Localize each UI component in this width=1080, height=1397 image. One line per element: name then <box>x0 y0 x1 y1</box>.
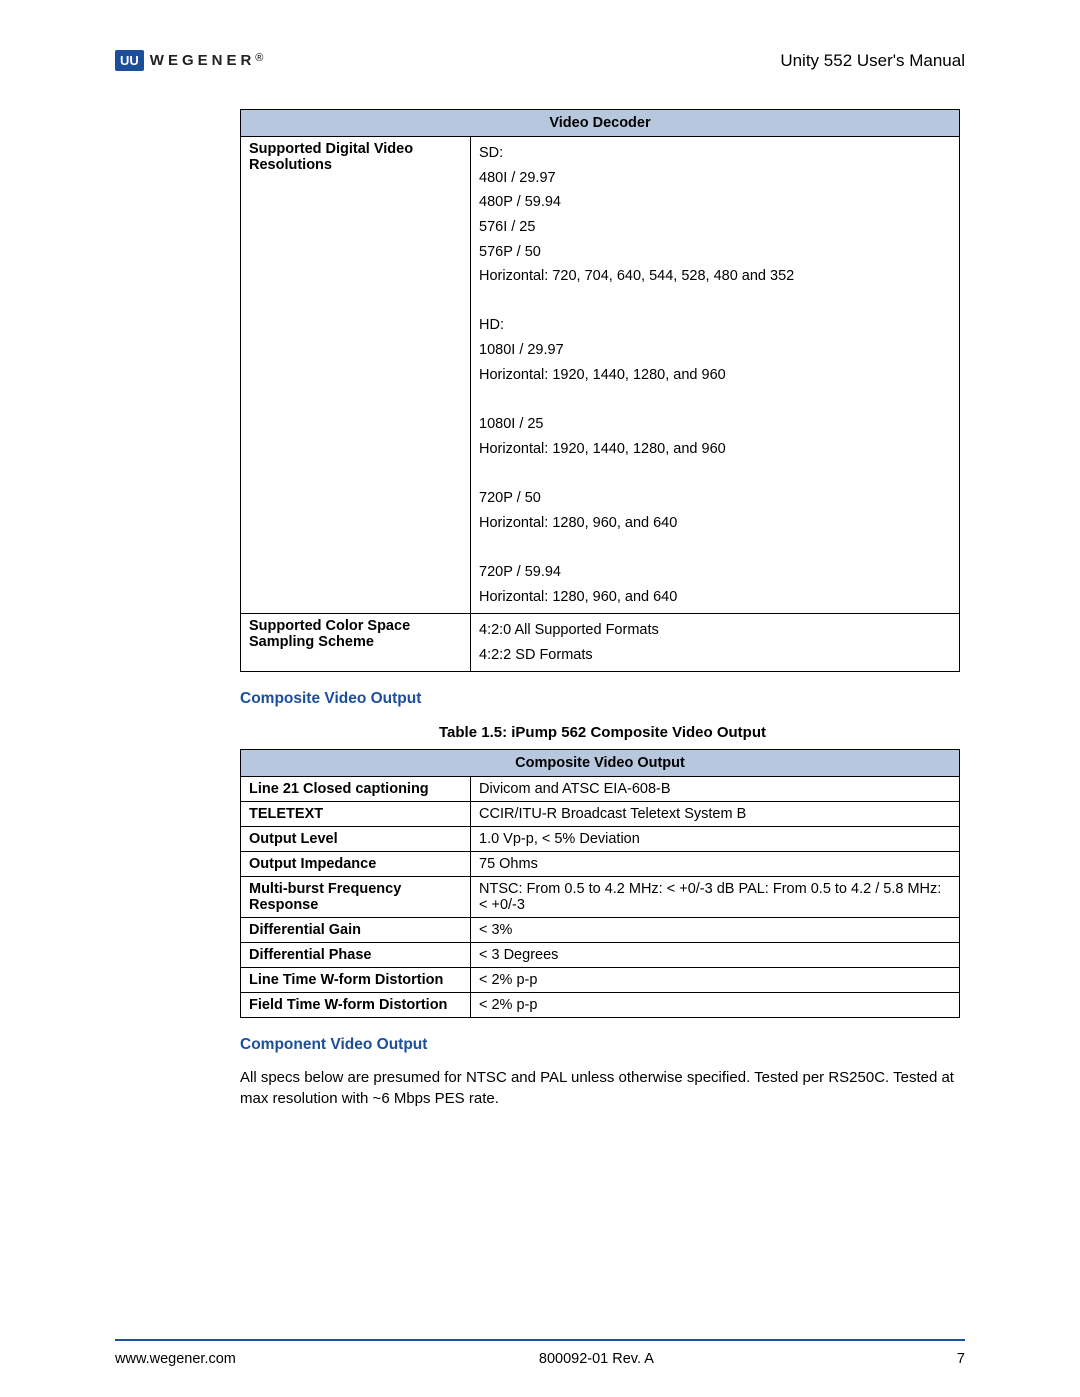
table-row: Line Time W-form Distortion< 2% p-p <box>241 968 960 993</box>
logo-registered: ® <box>255 52 263 64</box>
spec-value: < 3 Degrees <box>471 943 960 968</box>
section-heading-composite: Composite Video Output <box>240 690 965 708</box>
spec-label: Supported Color Space Sampling Scheme <box>241 614 471 672</box>
spec-label: Output Level <box>241 827 471 852</box>
logo-text: WEGENER <box>150 52 256 69</box>
section-heading-component: Component Video Output <box>240 1036 965 1054</box>
table-row: TELETEXTCCIR/ITU-R Broadcast Teletext Sy… <box>241 802 960 827</box>
table-caption: Table 1.5: iPump 562 Composite Video Out… <box>240 724 965 741</box>
table-row: Differential Gain< 3% <box>241 918 960 943</box>
footer-center: 800092-01 Rev. A <box>539 1351 654 1367</box>
table-row: Output Impedance75 Ohms <box>241 852 960 877</box>
spec-label: Supported Digital Video Resolutions <box>241 137 471 614</box>
logo: UU WEGENER® <box>115 50 263 71</box>
spec-value: Divicom and ATSC EIA-608-B <box>471 777 960 802</box>
spec-value: < 2% p-p <box>471 993 960 1018</box>
spec-value: CCIR/ITU-R Broadcast Teletext System B <box>471 802 960 827</box>
composite-video-table: Composite Video Output Line 21 Closed ca… <box>240 749 960 1018</box>
manual-title: Unity 552 User's Manual <box>780 51 965 71</box>
spec-label: Output Impedance <box>241 852 471 877</box>
spec-label: Line Time W-form Distortion <box>241 968 471 993</box>
footer-left: www.wegener.com <box>115 1351 236 1367</box>
spec-value: < 2% p-p <box>471 968 960 993</box>
spec-label: Multi-burst Frequency Response <box>241 877 471 918</box>
spec-value: NTSC: From 0.5 to 4.2 MHz: < +0/-3 dB PA… <box>471 877 960 918</box>
table-row: Differential Phase< 3 Degrees <box>241 943 960 968</box>
section-body-text: All specs below are presumed for NTSC an… <box>240 1068 965 1109</box>
spec-label: TELETEXT <box>241 802 471 827</box>
spec-value: 75 Ohms <box>471 852 960 877</box>
table-row: Output Level1.0 Vp-p, < 5% Deviation <box>241 827 960 852</box>
logo-icon: UU <box>115 50 144 71</box>
spec-value: < 3% <box>471 918 960 943</box>
spec-label: Line 21 Closed captioning <box>241 777 471 802</box>
spec-label: Field Time W-form Distortion <box>241 993 471 1018</box>
table-row: Field Time W-form Distortion< 2% p-p <box>241 993 960 1018</box>
spec-value: 1.0 Vp-p, < 5% Deviation <box>471 827 960 852</box>
table-row: Multi-burst Frequency ResponseNTSC: From… <box>241 877 960 918</box>
spec-value: 4:2:0 All Supported Formats4:2:2 SD Form… <box>471 614 960 672</box>
table-row: Line 21 Closed captioningDivicom and ATS… <box>241 777 960 802</box>
table-row: Supported Color Space Sampling Scheme4:2… <box>241 614 960 672</box>
page-footer: www.wegener.com 800092-01 Rev. A 7 <box>115 1339 965 1367</box>
table-row: Supported Digital Video ResolutionsSD:48… <box>241 137 960 614</box>
spec-label: Differential Phase <box>241 943 471 968</box>
table-header: Video Decoder <box>241 110 960 137</box>
spec-label: Differential Gain <box>241 918 471 943</box>
table-header: Composite Video Output <box>241 750 960 777</box>
video-decoder-table: Video Decoder Supported Digital Video Re… <box>240 109 960 672</box>
footer-page-number: 7 <box>957 1351 965 1367</box>
page-header: UU WEGENER® Unity 552 User's Manual <box>115 50 965 71</box>
spec-value: SD:480I / 29.97480P / 59.94576I / 25576P… <box>471 137 960 614</box>
